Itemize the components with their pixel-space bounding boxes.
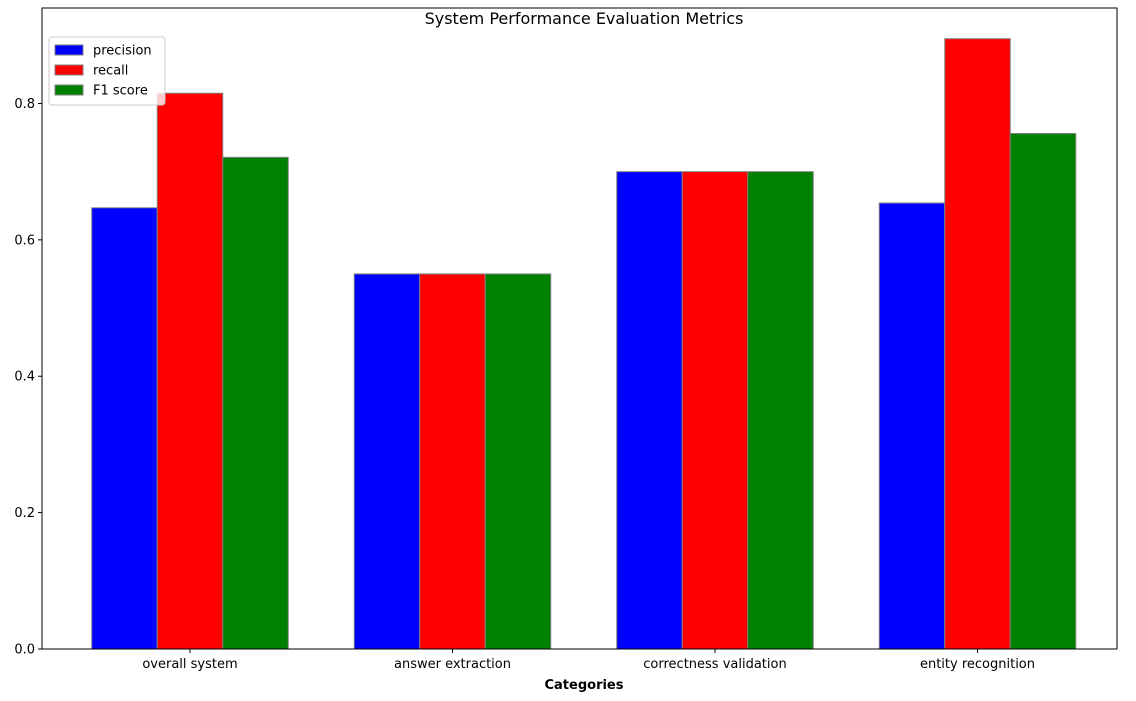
y-tick-label: 0.8 bbox=[14, 97, 35, 112]
legend: precision recall F1 score bbox=[48, 36, 166, 106]
y-tick-label: 0.2 bbox=[14, 506, 35, 521]
bar bbox=[353, 273, 421, 650]
bar bbox=[681, 171, 749, 650]
x-axis: overall system answer extraction correctne… bbox=[142, 649, 1035, 672]
legend-swatch bbox=[54, 64, 84, 76]
chart-title: System Performance Evaluation Metrics bbox=[425, 9, 744, 28]
y-tick-label: 0.0 bbox=[14, 643, 35, 658]
bar bbox=[91, 207, 158, 650]
y-tick-label: 0.6 bbox=[14, 233, 35, 248]
legend-label: recall bbox=[93, 64, 128, 79]
x-tick-label: entity recognition bbox=[920, 657, 1035, 672]
bar bbox=[1009, 132, 1077, 650]
legend-swatch bbox=[54, 84, 84, 96]
bar bbox=[156, 92, 224, 650]
x-tick-label: overall system bbox=[142, 657, 237, 672]
y-tick-label: 0.4 bbox=[14, 370, 35, 385]
x-tick-label: correctness validation bbox=[643, 657, 786, 672]
legend-label: F1 score bbox=[93, 84, 148, 99]
bar bbox=[747, 171, 814, 650]
legend-label: precision bbox=[93, 44, 152, 59]
bar bbox=[419, 273, 486, 650]
x-tick-label: answer extraction bbox=[394, 657, 511, 672]
bars-group bbox=[91, 38, 1077, 650]
x-axis-label: Categories bbox=[544, 678, 623, 693]
bar bbox=[222, 156, 289, 650]
bar bbox=[878, 202, 946, 650]
bar bbox=[484, 273, 552, 650]
y-axis: 0.0 0.2 0.4 0.6 0.8 bbox=[14, 97, 42, 658]
bar bbox=[616, 171, 683, 650]
bar bbox=[944, 38, 1011, 650]
plot-frame bbox=[41, 7, 1118, 650]
legend-swatch bbox=[54, 44, 84, 56]
